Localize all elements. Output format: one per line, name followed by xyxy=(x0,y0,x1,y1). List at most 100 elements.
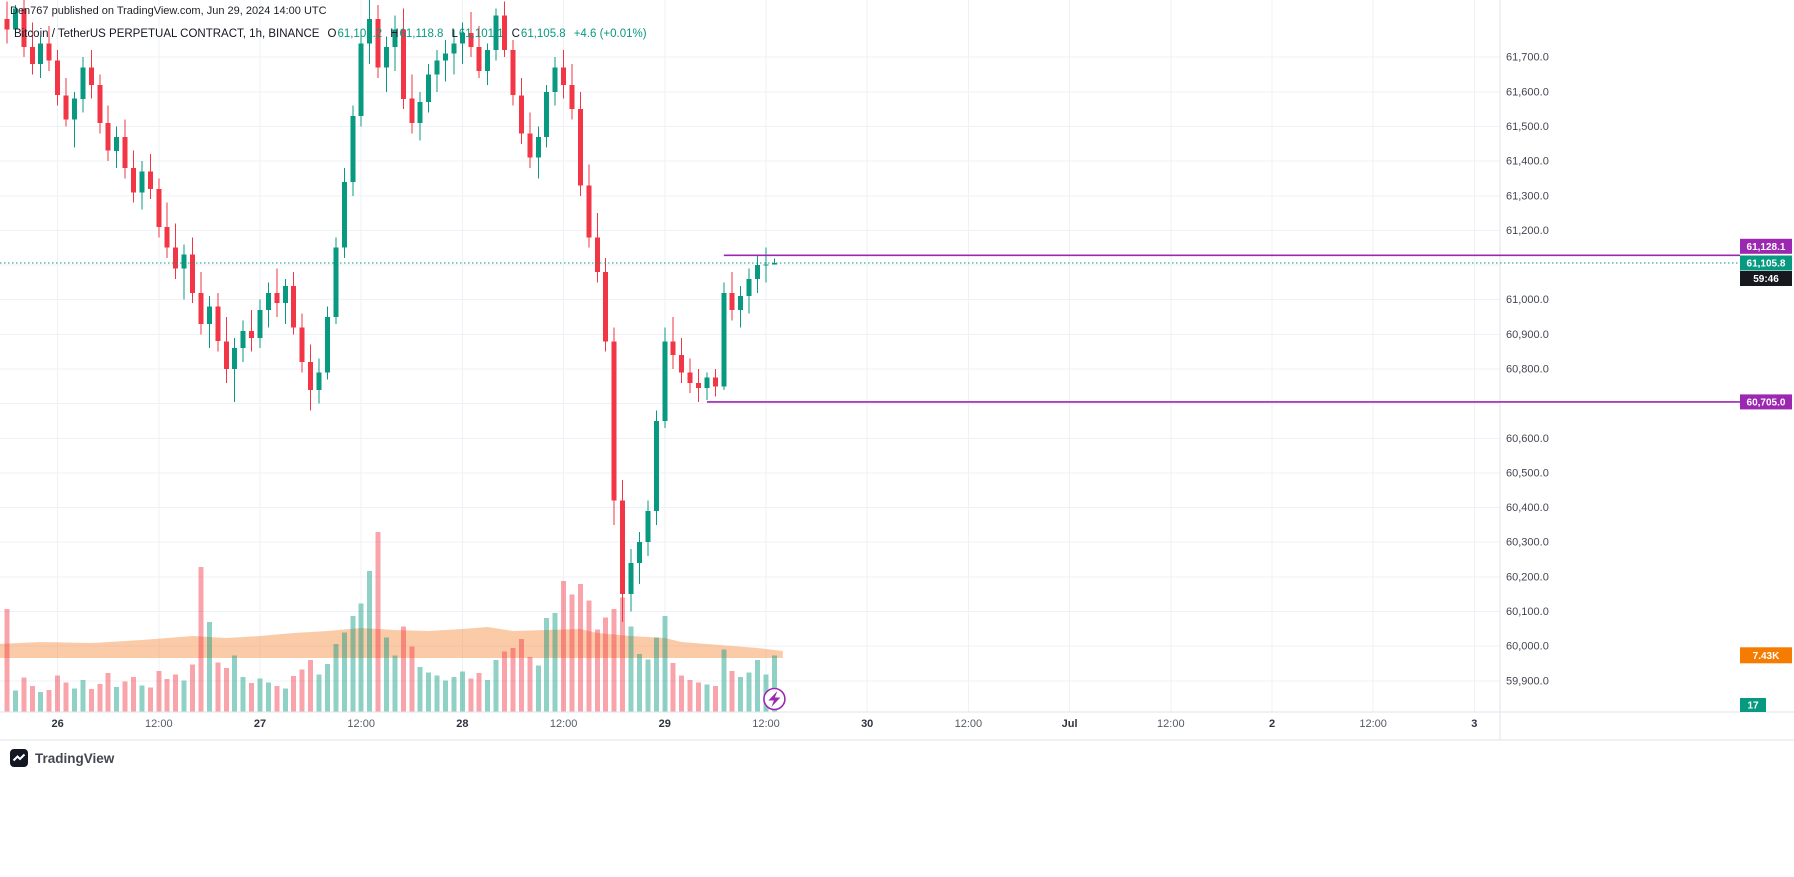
svg-text:60,900.0: 60,900.0 xyxy=(1506,329,1549,341)
change-value: +4.6 (+0.01%) xyxy=(573,28,647,40)
svg-text:27: 27 xyxy=(254,718,266,730)
candle xyxy=(510,50,516,96)
volume-bar xyxy=(426,672,432,712)
volume-bar xyxy=(55,675,61,712)
candle xyxy=(561,67,567,85)
candle xyxy=(594,237,600,272)
volume-bar xyxy=(392,655,398,712)
volume-bar xyxy=(527,657,533,712)
candle xyxy=(4,19,10,30)
candle xyxy=(586,185,592,238)
svg-text:61,128.1: 61,128.1 xyxy=(1747,242,1786,253)
volume-bar xyxy=(4,609,10,712)
volume-bar xyxy=(29,686,35,712)
symbol-title[interactable]: Bitcoin / TetherUS PERPETUAL CONTRACT, 1… xyxy=(14,28,320,40)
volume-bar xyxy=(131,676,136,712)
svg-text:60,400.0: 60,400.0 xyxy=(1506,502,1549,514)
candle xyxy=(181,254,187,269)
volume-bar xyxy=(561,580,567,712)
candle xyxy=(628,563,634,595)
high-label: H xyxy=(390,28,399,40)
volume-bar xyxy=(190,664,195,712)
candle xyxy=(80,67,86,99)
volume-bar xyxy=(746,672,752,712)
volume-bar xyxy=(611,609,617,712)
volume-ma-area xyxy=(0,627,783,658)
volume-bar xyxy=(156,670,162,712)
candle xyxy=(696,382,701,389)
volume-bar xyxy=(493,660,499,712)
candle xyxy=(459,32,465,44)
high-value: 61,118.8 xyxy=(399,28,444,40)
volume-bar xyxy=(510,647,516,712)
low-value: 61,101.1 xyxy=(458,28,504,40)
volume-bar xyxy=(544,618,550,712)
candle xyxy=(265,292,271,311)
volume-bar xyxy=(249,683,255,712)
volume-bar xyxy=(755,660,760,712)
volume-bar xyxy=(704,684,710,712)
candle xyxy=(97,84,103,123)
svg-text:Jul: Jul xyxy=(1062,718,1078,730)
candle xyxy=(620,500,626,595)
volume-bar xyxy=(316,674,322,712)
volume-bar xyxy=(620,597,626,712)
svg-text:12:00: 12:00 xyxy=(347,718,375,730)
candle xyxy=(687,372,693,383)
volume-bar xyxy=(291,676,297,712)
chart-canvas[interactable]: 61,700.0 61,600.0 61,500.0 61,400.0 61,300.0… xyxy=(0,0,1794,742)
volume-bar xyxy=(502,651,507,712)
volume-bar xyxy=(173,674,179,712)
candle xyxy=(164,226,170,248)
candle xyxy=(308,362,314,390)
chart-legend: Bitcoin / TetherUS PERPETUAL CONTRACT, 1… xyxy=(14,28,647,40)
candle xyxy=(637,542,642,563)
price-level-lines[interactable]: 61,128.1 60,705.0 xyxy=(706,238,1792,410)
candle xyxy=(611,341,617,501)
candle xyxy=(249,330,255,338)
candle xyxy=(577,109,583,186)
low-label: L xyxy=(451,28,458,40)
candle xyxy=(38,43,44,65)
svg-text:61,105.8: 61,105.8 xyxy=(1747,259,1786,270)
volume-bar xyxy=(637,654,642,712)
volume-bar xyxy=(308,660,314,712)
time-axis[interactable]: 26 12:00 27 12:00 28 12:00 29 12:00 30 12:00 Jul 12… xyxy=(0,711,1794,741)
volume-bar xyxy=(139,685,145,712)
candle xyxy=(240,330,246,349)
open-label: O xyxy=(327,28,337,40)
volume-bar xyxy=(679,675,685,712)
flash-icon[interactable] xyxy=(763,687,786,711)
candle xyxy=(451,43,457,54)
volume-bar xyxy=(577,583,583,712)
candle xyxy=(63,95,69,120)
svg-text:61,000.0: 61,000.0 xyxy=(1506,294,1549,306)
price-scale-axis[interactable]: 61,700.0 61,600.0 61,500.0 61,400.0 61,300.0… xyxy=(1499,0,1549,740)
close-value: 61,105.8 xyxy=(520,28,566,40)
volume-bar xyxy=(594,629,600,712)
price-label: 61,128.1 xyxy=(1740,238,1792,254)
candle xyxy=(21,8,27,47)
svg-text:60,200.0: 60,200.0 xyxy=(1506,571,1549,583)
volume-bar xyxy=(198,567,204,712)
svg-text:2: 2 xyxy=(1269,718,1275,730)
svg-text:7.43K: 7.43K xyxy=(1753,651,1780,662)
tradingview-logo[interactable]: TradingView xyxy=(10,749,114,767)
candle xyxy=(738,296,744,311)
candles xyxy=(4,0,777,622)
volume-bar xyxy=(122,681,128,712)
volume-bar xyxy=(628,626,634,712)
chart-markers[interactable] xyxy=(763,687,786,711)
volume-bar xyxy=(569,594,575,712)
volume-bar xyxy=(696,682,701,712)
candle xyxy=(131,168,136,193)
candle xyxy=(282,285,288,304)
svg-text:12:00: 12:00 xyxy=(752,718,780,730)
volume-bars xyxy=(4,532,777,712)
volume-bar xyxy=(299,669,305,712)
svg-text:30: 30 xyxy=(861,718,873,730)
candle xyxy=(274,292,280,304)
close-label: C xyxy=(511,28,520,40)
volume-bar xyxy=(687,680,693,712)
svg-text:61,300.0: 61,300.0 xyxy=(1506,190,1549,202)
